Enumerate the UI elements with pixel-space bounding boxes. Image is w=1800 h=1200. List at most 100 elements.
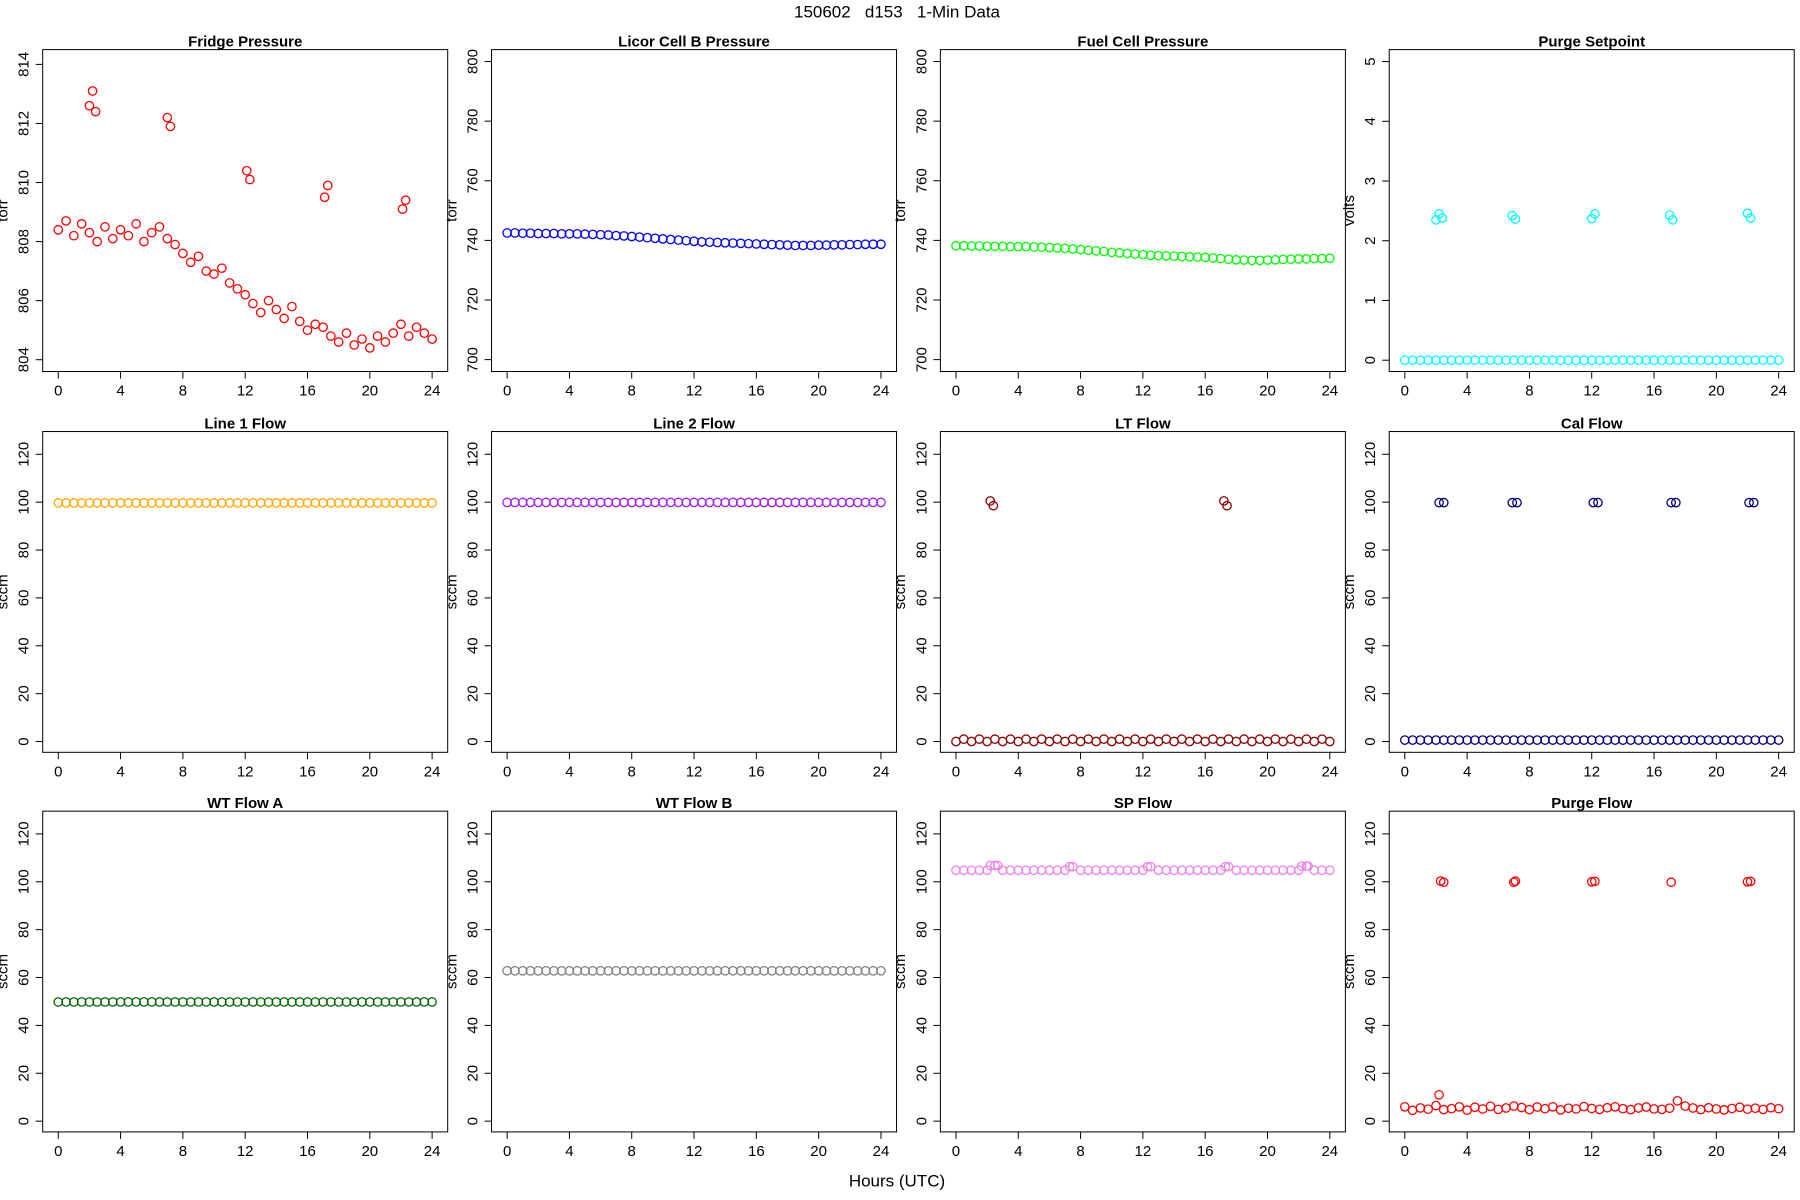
y-tick-label: 80 <box>1362 542 1379 559</box>
x-tick-label: 16 <box>748 1143 765 1160</box>
data-point <box>1399 1101 1410 1112</box>
y-tick-label: 0 <box>1362 1117 1379 1125</box>
data-point <box>326 331 336 341</box>
x-tick-label: 16 <box>748 383 765 400</box>
x-tick-label: 0 <box>952 1143 960 1160</box>
plot-frame <box>491 431 898 753</box>
x-tick-label: 20 <box>361 383 378 400</box>
x-tick-label: 8 <box>1076 763 1084 780</box>
data-point <box>279 313 289 324</box>
y-tick-label: 0 <box>1362 356 1379 364</box>
y-tick-label: 60 <box>16 969 33 986</box>
x-tick-label: 8 <box>1076 383 1084 400</box>
y-axis-label: torr <box>0 199 11 222</box>
y-tick-label: 100 <box>16 490 33 515</box>
data-point <box>1666 497 1677 508</box>
data-point <box>318 322 328 333</box>
x-tick-label: 4 <box>1463 383 1471 400</box>
data-point <box>341 328 352 338</box>
panel-title: Line 2 Flow <box>653 416 735 433</box>
data-point <box>403 331 414 341</box>
y-tick-label: 780 <box>465 109 482 134</box>
data-point <box>427 334 437 344</box>
x-tick-label: 12 <box>237 1143 254 1160</box>
x-tick-label: 20 <box>810 1143 827 1160</box>
plot-area <box>502 228 886 251</box>
x-tick-label: 12 <box>237 763 254 780</box>
y-tick-label: 814 <box>16 52 33 77</box>
x-tick-label: 8 <box>179 383 187 400</box>
data-point <box>985 496 996 506</box>
data-point <box>287 301 297 312</box>
x-tick-label: 24 <box>1321 1143 1338 1160</box>
x-tick-label: 20 <box>810 383 827 400</box>
data-point <box>411 322 422 333</box>
y-axis-label: volts <box>1341 195 1358 226</box>
x-tick-label: 8 <box>628 383 636 400</box>
plot-frame <box>42 810 449 1133</box>
plot-area <box>951 860 1335 876</box>
data-point <box>876 239 886 250</box>
panel: SP Flow sccm 0 4 8 12 16 20 24 0 20 40 60 80 100 120 <box>892 795 1346 1160</box>
data-point <box>162 233 173 244</box>
data-point <box>1589 876 1600 887</box>
data-point <box>1512 497 1522 508</box>
panel-title: Purge Flow <box>1551 795 1632 812</box>
data-point <box>115 224 126 235</box>
x-tick-label: 16 <box>1197 763 1214 780</box>
x-tick-label: 20 <box>361 1143 378 1160</box>
y-axis-label: sccm <box>1341 574 1358 609</box>
x-tick-label: 4 <box>1014 1143 1022 1160</box>
plot-area <box>502 497 886 508</box>
data-point <box>224 278 235 288</box>
plot-frame <box>939 810 1346 1133</box>
x-tick-label: 20 <box>1259 763 1276 780</box>
y-tick-label: 810 <box>16 170 33 195</box>
y-tick-label: 60 <box>465 590 482 607</box>
data-point <box>185 257 196 268</box>
data-point <box>131 219 142 229</box>
panel: Fuel Cell Pressure torr 0 4 8 12 16 20 24 700 720 7… <box>892 34 1346 400</box>
data-point <box>146 227 157 238</box>
x-tick-label: 8 <box>1525 383 1533 400</box>
y-tick-label: 700 <box>913 347 930 372</box>
data-point <box>1423 1104 1434 1115</box>
data-point <box>1324 865 1335 876</box>
data-point <box>1508 877 1519 888</box>
y-tick-label: 720 <box>465 287 482 312</box>
data-point <box>1670 497 1681 508</box>
figure-title: 150602 d153 1-Min Data <box>794 2 1001 21</box>
data-point <box>1324 253 1335 264</box>
y-axis-label: torr <box>443 199 460 222</box>
y-tick-label: 808 <box>16 229 33 254</box>
y-tick-label: 60 <box>913 590 930 607</box>
y-tick-label: 120 <box>16 821 33 846</box>
y-tick-label: 100 <box>913 490 930 515</box>
x-tick-label: 24 <box>873 1143 890 1160</box>
data-point <box>322 180 333 191</box>
data-point <box>1507 497 1518 508</box>
y-tick-label: 100 <box>465 490 482 515</box>
plot-frame <box>1388 810 1795 1133</box>
data-point <box>68 230 79 241</box>
y-tick-label: 20 <box>1362 685 1379 702</box>
y-tick-label: 4 <box>1362 117 1379 125</box>
data-point <box>319 192 330 203</box>
x-tick-label: 16 <box>1197 1143 1214 1160</box>
data-point <box>1296 861 1307 872</box>
data-point <box>1745 213 1756 223</box>
data-point <box>1222 500 1232 511</box>
x-tick-label: 8 <box>179 1143 187 1160</box>
x-tick-label: 8 <box>1525 763 1533 780</box>
data-point <box>92 236 103 247</box>
data-point <box>240 289 251 300</box>
data-point <box>1664 1103 1675 1114</box>
y-tick-label: 1 <box>1362 296 1379 304</box>
x-tick-label: 16 <box>299 1143 316 1160</box>
panel: WT Flow A sccm 0 4 8 12 16 20 24 0 20 40 60 80 100 120 <box>0 795 449 1160</box>
data-point <box>1064 861 1075 872</box>
data-point <box>123 230 134 241</box>
y-tick-label: 740 <box>913 228 930 253</box>
